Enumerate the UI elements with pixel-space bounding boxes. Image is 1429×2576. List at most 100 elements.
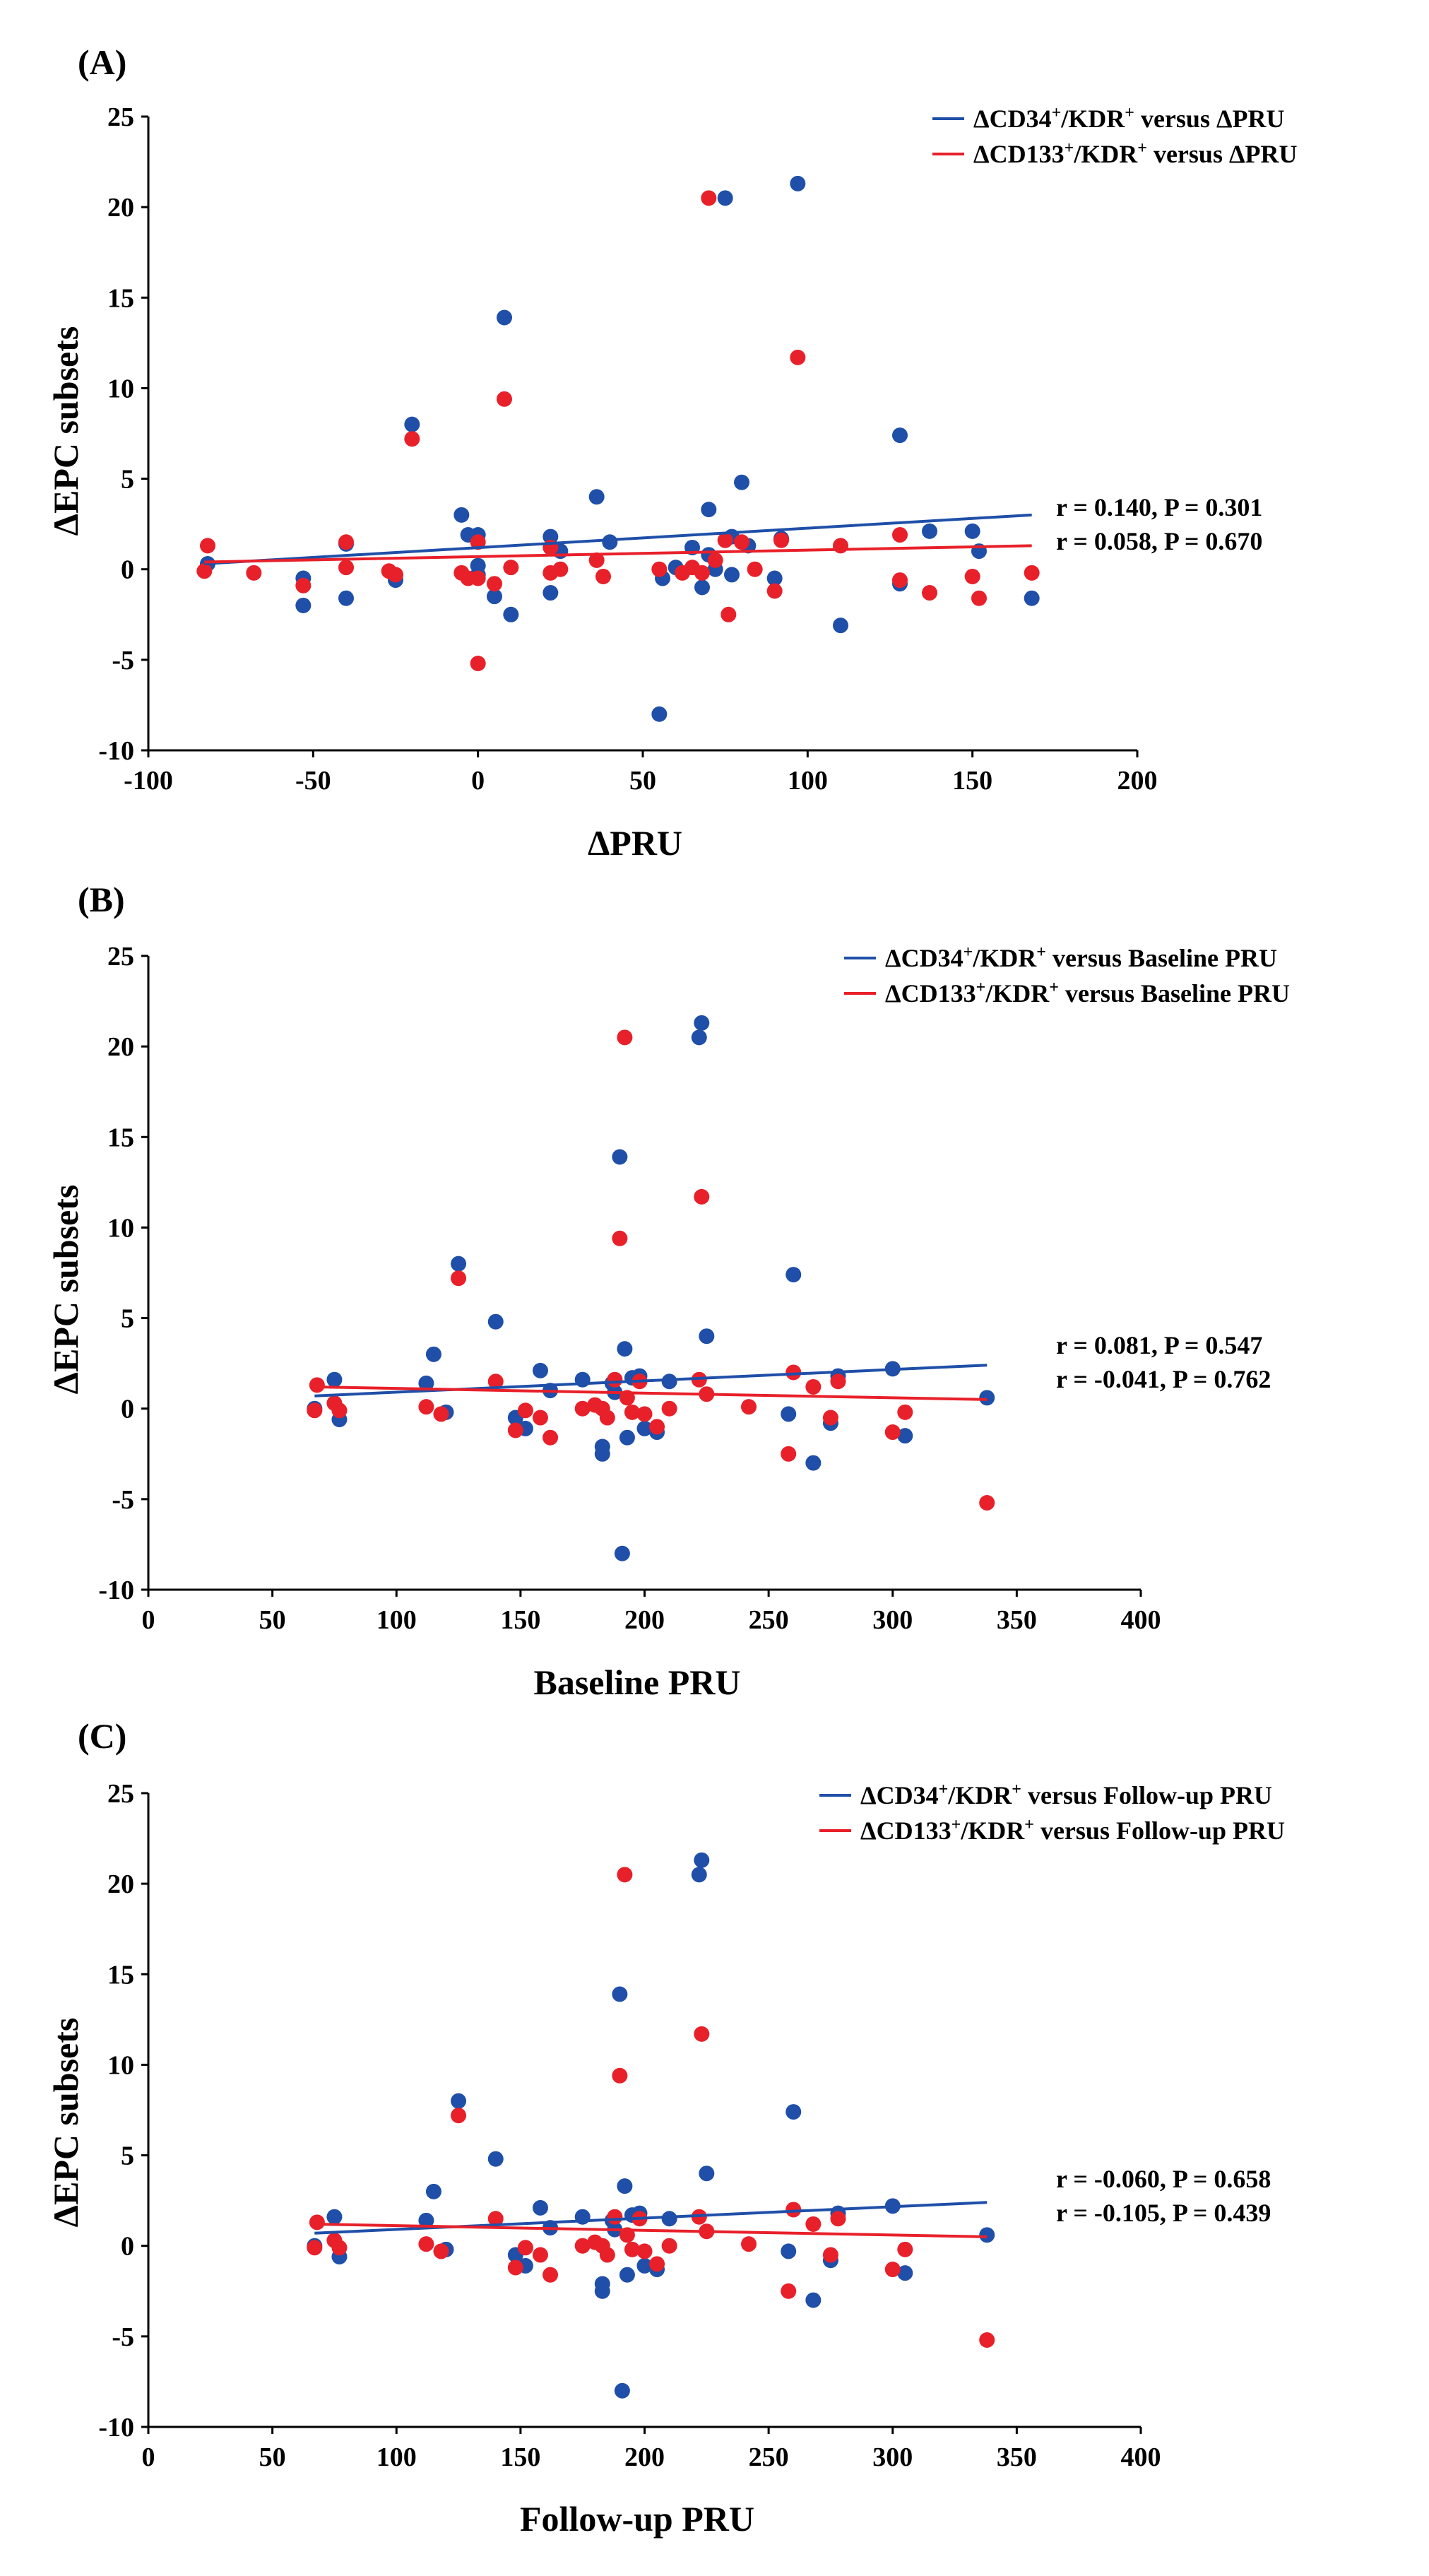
data-point	[487, 1313, 504, 1330]
x-tick-label: 250	[749, 1605, 789, 1635]
legend-text-part: +	[963, 943, 973, 962]
y-tick-label: 0	[121, 2232, 134, 2262]
data-point	[503, 560, 519, 576]
legend-text-part: versus Baseline PRU	[1046, 944, 1277, 972]
data-point	[507, 2259, 523, 2276]
data-point	[694, 1188, 710, 1205]
data-point	[487, 1373, 504, 1390]
y-tick-label: -5	[112, 2322, 134, 2352]
data-point	[897, 2241, 913, 2257]
legend-text-part: ΔCD133	[973, 140, 1065, 168]
data-point	[326, 2209, 343, 2225]
data-point	[602, 534, 618, 550]
data-point	[326, 1371, 343, 1388]
data-point	[979, 2332, 995, 2348]
x-tick-label: 100	[376, 1605, 417, 1635]
data-point	[542, 528, 559, 545]
y-tick-label: -10	[98, 1576, 134, 1605]
data-point	[734, 534, 749, 550]
data-point	[790, 349, 806, 365]
data-point	[897, 1428, 913, 1444]
data-point	[701, 502, 717, 518]
x-tick-label: 0	[471, 766, 485, 796]
data-point	[701, 190, 717, 206]
data-point	[979, 1494, 995, 1511]
legend-text-part: versus Baseline PRU	[1059, 979, 1290, 1008]
data-point	[661, 2211, 677, 2227]
data-point	[661, 1373, 677, 1390]
data-point	[517, 1402, 533, 1419]
data-point	[699, 1328, 715, 1345]
legend-text-part: +	[1052, 104, 1062, 122]
x-tick-label: 300	[872, 1605, 913, 1635]
data-point	[425, 1346, 441, 1362]
data-point	[884, 1424, 901, 1441]
data-point	[196, 563, 213, 579]
data-point	[338, 560, 354, 576]
data-point	[614, 2382, 630, 2399]
data-point	[884, 2262, 901, 2278]
x-tick-label: 350	[997, 2442, 1037, 2472]
legend-text-part: +	[1036, 943, 1046, 962]
y-tick-label: 20	[107, 193, 134, 223]
legend-text-part: +	[1024, 1816, 1034, 1834]
y-tick-label: 15	[107, 1960, 134, 1990]
legend-entry: ΔCD133+/KDR+ versus Follow-up PRU	[860, 1816, 1285, 1845]
x-axis-title: ΔPRU	[588, 823, 682, 863]
data-point	[724, 567, 740, 583]
data-point	[433, 2243, 449, 2259]
data-point	[897, 2265, 913, 2281]
data-point	[552, 561, 569, 577]
x-tick-label: 50	[259, 1605, 286, 1635]
trend-line	[314, 1385, 988, 1401]
data-point	[497, 309, 512, 326]
legend-entry: ΔCD34+/KDR+ versus ΔPRU	[973, 104, 1285, 133]
x-tick-label: 50	[629, 766, 656, 796]
trend-line	[314, 2222, 988, 2238]
legend-text-part: ΔCD34	[973, 105, 1052, 133]
data-point	[307, 1402, 323, 1419]
x-tick-label: 0	[142, 1605, 155, 1635]
y-axis-title: ΔEPC subsets	[46, 326, 85, 536]
legend-text-part: +	[976, 979, 986, 997]
legend-text-part: /KDR	[985, 979, 1050, 1008]
data-point	[574, 2238, 591, 2254]
y-tick-label: 15	[107, 1123, 134, 1152]
data-point	[309, 1377, 325, 1393]
data-point	[781, 2283, 797, 2299]
data-point	[532, 1410, 548, 1426]
data-point	[470, 655, 486, 671]
y-tick-label: -10	[98, 2413, 134, 2442]
data-point	[595, 568, 611, 584]
data-point	[594, 1446, 610, 1462]
trend-line	[204, 544, 1032, 564]
y-tick-label: 15	[107, 283, 134, 313]
data-point	[614, 1545, 630, 1561]
data-point	[694, 1015, 710, 1031]
legend-text-part: +	[1065, 139, 1074, 158]
panel-label: (C)	[78, 1716, 126, 1756]
y-tick-label: -10	[98, 736, 134, 766]
data-point	[785, 2104, 802, 2120]
x-tick-label: 250	[749, 2442, 789, 2472]
data-point	[922, 523, 937, 539]
data-point	[487, 589, 502, 605]
legend-entry: ΔCD133+/KDR+ versus Baseline PRU	[885, 979, 1290, 1008]
y-tick-label: 0	[121, 1395, 134, 1424]
data-point	[418, 1375, 434, 1391]
plot-area	[147, 1793, 1141, 2428]
x-axis-title: Baseline PRU	[533, 1662, 740, 1702]
y-tick-label: 10	[107, 374, 134, 403]
plot-area	[147, 956, 1141, 1591]
data-point	[741, 1399, 757, 1415]
panel-label: (B)	[78, 880, 125, 919]
data-point	[295, 577, 312, 593]
data-point	[418, 2212, 434, 2228]
data-point	[433, 1406, 449, 1422]
data-point	[717, 532, 733, 548]
data-point	[649, 1419, 665, 1435]
data-point	[532, 1362, 548, 1378]
